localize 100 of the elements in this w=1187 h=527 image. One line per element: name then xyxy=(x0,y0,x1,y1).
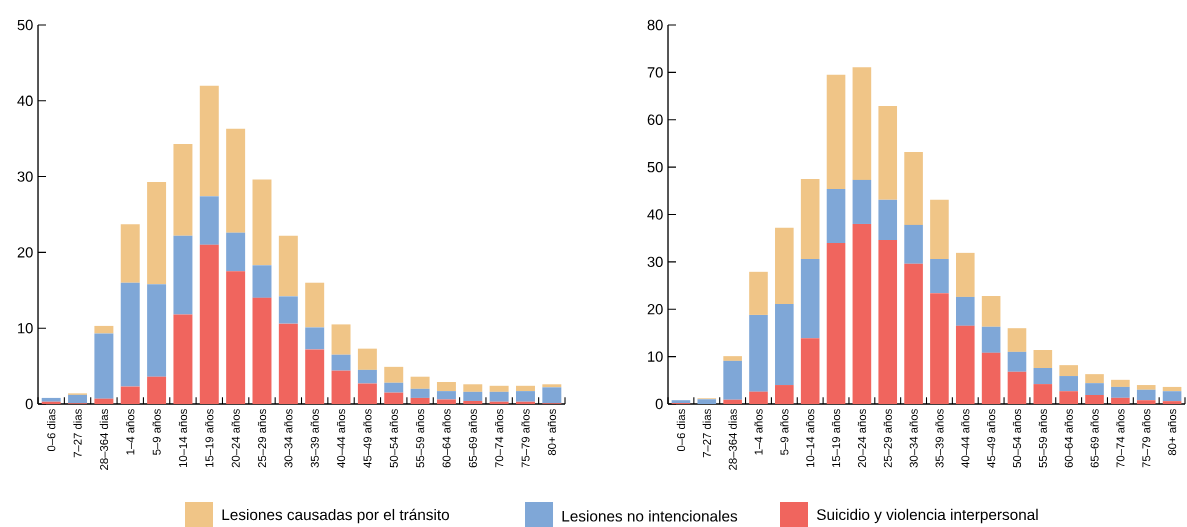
x-tick-label: 30–34 años xyxy=(284,409,293,468)
x-tick-label: 25–29 años xyxy=(257,409,267,468)
x-tick-label: 45–49 años xyxy=(987,409,996,468)
bar xyxy=(1033,384,1053,404)
bar xyxy=(904,151,923,225)
bar xyxy=(516,385,535,392)
bar xyxy=(94,333,114,399)
bar xyxy=(1007,371,1027,404)
bar xyxy=(489,385,509,392)
x-tick-label: 15–19 años xyxy=(205,409,214,468)
x-tick-label: 28–364 dias xyxy=(99,409,109,470)
bar xyxy=(68,394,88,404)
bar xyxy=(800,178,820,260)
bar xyxy=(749,314,768,392)
bar xyxy=(331,370,351,404)
bar xyxy=(278,296,298,324)
bar xyxy=(357,348,377,370)
bar xyxy=(697,399,717,404)
bar xyxy=(775,385,794,404)
bar xyxy=(252,179,272,266)
bar xyxy=(226,271,246,404)
y-tick-label: 0 xyxy=(25,398,33,410)
bar xyxy=(305,349,325,404)
bar xyxy=(463,400,483,404)
bar xyxy=(904,224,923,264)
y-tick-label: 60 xyxy=(647,114,663,125)
y-tick-label: 80 xyxy=(647,19,663,31)
bar xyxy=(878,199,898,241)
bar xyxy=(1162,391,1182,402)
bar xyxy=(930,293,949,404)
bar xyxy=(826,74,846,189)
bar xyxy=(120,282,140,387)
bar xyxy=(436,399,456,404)
bar xyxy=(930,259,949,294)
x-tick-label: 1–4 años xyxy=(126,409,135,455)
bar xyxy=(955,325,975,404)
bar xyxy=(878,240,898,404)
bar xyxy=(852,67,872,180)
x-tick-label: 70–74 años xyxy=(1116,409,1125,468)
x-tick-label: 7–27 dias xyxy=(73,409,82,458)
x-tick-label: 65–69 años xyxy=(468,409,477,468)
x-tick-label: 80+ años xyxy=(547,409,556,456)
bar xyxy=(436,382,456,392)
x-tick-label: 28–364 dias xyxy=(728,409,737,470)
bar xyxy=(252,297,272,404)
bar xyxy=(199,196,219,245)
x-tick-label: 75–79 años xyxy=(1142,409,1151,468)
x-tick-label: 5–9 años xyxy=(780,409,789,455)
bar xyxy=(826,242,846,404)
x-tick-label: 60–64 años xyxy=(1064,409,1073,468)
bar xyxy=(173,235,193,315)
bar xyxy=(357,369,377,384)
x-tick-label: 45–49 años xyxy=(363,409,372,468)
x-tick-label: 10–14 años xyxy=(806,409,815,468)
x-tick-label: 10–14 años xyxy=(178,409,188,468)
x-tick-label: 50–54 años xyxy=(389,409,398,468)
x-tick-label: 55–59 años xyxy=(415,409,425,468)
bar xyxy=(1007,328,1027,352)
y-tick-label: 20 xyxy=(17,247,33,258)
bar xyxy=(410,376,430,389)
bar xyxy=(1059,376,1078,392)
y-tick-label: 10 xyxy=(18,323,33,334)
bar xyxy=(981,295,1001,327)
x-tick-label: 50–54 años xyxy=(1012,409,1022,468)
bar xyxy=(199,244,219,404)
bar xyxy=(94,325,114,334)
y-tick-label: 40 xyxy=(17,95,33,106)
bar xyxy=(147,181,167,285)
x-tick-label: 70–74 años xyxy=(495,409,504,468)
x-tick-label: 25–29 años xyxy=(883,409,892,468)
x-tick-label: 40–44 años xyxy=(961,409,970,468)
bar xyxy=(436,391,456,400)
bar xyxy=(852,179,872,224)
bar xyxy=(930,199,949,260)
bar xyxy=(331,354,351,371)
y-tick-label: 30 xyxy=(647,256,663,268)
bar xyxy=(410,397,430,404)
bar xyxy=(800,338,820,404)
bar xyxy=(226,128,246,233)
bar xyxy=(278,235,298,297)
bar xyxy=(278,323,298,404)
legend-label: Lesiones causadas por el tránsito xyxy=(222,508,450,524)
bar xyxy=(305,327,325,350)
bar xyxy=(357,383,377,404)
bar xyxy=(981,326,1001,353)
x-tick-label: 5–9 años xyxy=(152,409,161,455)
bar xyxy=(1059,365,1078,377)
x-tick-label: 7–27 dias xyxy=(702,409,711,458)
bar xyxy=(723,399,742,404)
bar xyxy=(1085,383,1104,395)
bar xyxy=(826,188,846,243)
bar xyxy=(955,252,975,297)
bar xyxy=(173,314,193,404)
bar xyxy=(800,259,820,339)
y-tick-label: 50 xyxy=(647,161,663,173)
bar xyxy=(199,85,219,197)
bar xyxy=(252,265,272,298)
x-tick-label: 20–24 años xyxy=(857,409,866,468)
bar xyxy=(1162,386,1182,392)
bar xyxy=(384,382,404,393)
